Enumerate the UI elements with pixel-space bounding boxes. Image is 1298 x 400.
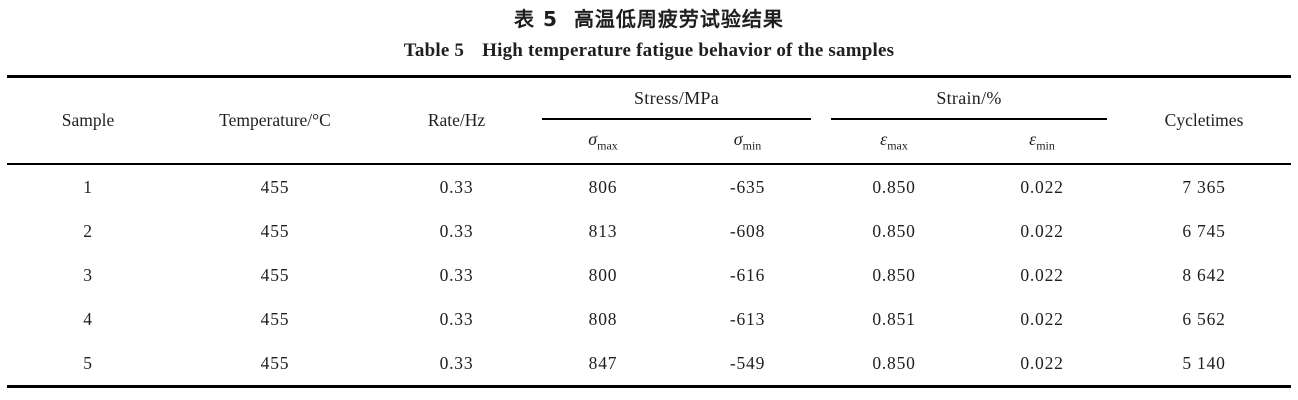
cell-cycletimes: 7 365	[1182, 176, 1226, 197]
cell-sigma-min: -616	[729, 264, 766, 285]
cell-epsilon-max: 0.850	[872, 264, 916, 285]
cell-epsilon-min: 0.022	[1020, 220, 1064, 241]
cell-cycletimes: 6 562	[1182, 308, 1226, 329]
col-group-stress: Stress/MPa	[532, 77, 821, 120]
cell-sigma-max: 806	[588, 176, 618, 197]
subscript-min: min	[1036, 138, 1055, 153]
col-header-temperature: Temperature/°C	[169, 76, 381, 165]
cell-sigma-max: 813	[588, 220, 618, 241]
cell-sigma-max: 847	[588, 352, 618, 373]
table-row: 2 455 0.33 813 -608 0.850 0.022 6 745	[7, 209, 1291, 253]
subscript-max: max	[887, 138, 908, 153]
epsilon-symbol: ε	[1029, 129, 1037, 150]
cell-sigma-max: 808	[588, 308, 618, 329]
cell-temperature: 455	[260, 176, 290, 197]
cell-sample: 5	[83, 352, 93, 373]
table-body: 1 455 0.33 806 -635 0.850 0.022 7 365 2 …	[7, 164, 1291, 387]
col-header-sigma-min: σmin	[674, 120, 822, 165]
cell-temperature: 455	[260, 264, 290, 285]
cell-sample: 4	[83, 308, 93, 329]
cell-epsilon-max: 0.850	[872, 176, 916, 197]
cell-epsilon-min: 0.022	[1020, 264, 1064, 285]
table-row: 3 455 0.33 800 -616 0.850 0.022 8 642	[7, 253, 1291, 297]
table-row: 1 455 0.33 806 -635 0.850 0.022 7 365	[7, 164, 1291, 209]
fatigue-results-table: Sample Temperature/°C Rate/Hz Stress/MPa…	[7, 75, 1292, 388]
epsilon-symbol: ε	[880, 129, 888, 150]
cell-epsilon-min: 0.022	[1020, 352, 1064, 373]
col-header-epsilon-min: εmin	[967, 120, 1118, 165]
cell-rate: 0.33	[439, 352, 474, 373]
col-header-epsilon-max: εmax	[821, 120, 968, 165]
table-row: 4 455 0.33 808 -613 0.851 0.022 6 562	[7, 297, 1291, 341]
table-caption-zh: 表 5 高温低周疲劳试验结果	[0, 6, 1298, 32]
table-caption-en: Table 5 High temperature fatigue behavior…	[0, 38, 1298, 64]
subscript-max: max	[597, 138, 618, 153]
cell-sigma-min: -608	[729, 220, 766, 241]
col-group-stress-label: Stress/MPa	[542, 78, 812, 120]
header-row-groups: Sample Temperature/°C Rate/Hz Stress/MPa…	[7, 76, 1292, 165]
table-caption-zh-number: 表 5	[514, 7, 558, 31]
cell-sample: 1	[83, 176, 93, 197]
sigma-symbol: σ	[733, 129, 743, 150]
cell-epsilon-min: 0.022	[1020, 308, 1064, 329]
cell-sample: 2	[83, 220, 93, 241]
cell-sigma-max: 800	[588, 264, 618, 285]
col-header-sigma-max: σmax	[532, 120, 674, 165]
col-header-rate: Rate/Hz	[381, 76, 532, 165]
cell-cycletimes: 5 140	[1182, 352, 1226, 373]
col-group-strain: Strain/%	[821, 77, 1117, 120]
subscript-min: min	[742, 138, 762, 153]
cell-rate: 0.33	[439, 220, 474, 241]
cell-epsilon-max: 0.850	[872, 220, 916, 241]
col-header-cycletimes: Cycletimes	[1117, 76, 1292, 165]
cell-epsilon-max: 0.850	[872, 352, 916, 373]
table-row: 5 455 0.33 847 -549 0.850 0.022 5 140	[7, 341, 1291, 387]
cell-epsilon-max: 0.851	[872, 308, 916, 329]
cell-epsilon-min: 0.022	[1020, 176, 1064, 197]
cell-temperature: 455	[260, 308, 290, 329]
table-caption-en-text: High temperature fatigue behavior of the…	[482, 40, 895, 61]
table-caption-zh-text: 高温低周疲劳试验结果	[573, 7, 784, 31]
cell-sample: 3	[83, 264, 93, 285]
cell-rate: 0.33	[439, 264, 474, 285]
col-group-strain-label: Strain/%	[831, 78, 1108, 120]
cell-rate: 0.33	[439, 308, 474, 329]
cell-sigma-min: -613	[729, 308, 766, 329]
table-caption-en-number: Table 5	[403, 40, 465, 61]
header-row-sub: σmax σmin εmax εmin	[7, 120, 1291, 165]
cell-sigma-min: -549	[729, 352, 766, 373]
col-header-sample: Sample	[7, 76, 169, 165]
table-header: Sample Temperature/°C Rate/Hz Stress/MPa…	[7, 76, 1292, 165]
cell-cycletimes: 8 642	[1182, 264, 1226, 285]
cell-temperature: 455	[260, 352, 290, 373]
cell-rate: 0.33	[439, 176, 474, 197]
cell-cycletimes: 6 745	[1182, 220, 1226, 241]
cell-temperature: 455	[260, 220, 290, 241]
sigma-symbol: σ	[588, 129, 598, 150]
cell-sigma-min: -635	[729, 176, 766, 197]
